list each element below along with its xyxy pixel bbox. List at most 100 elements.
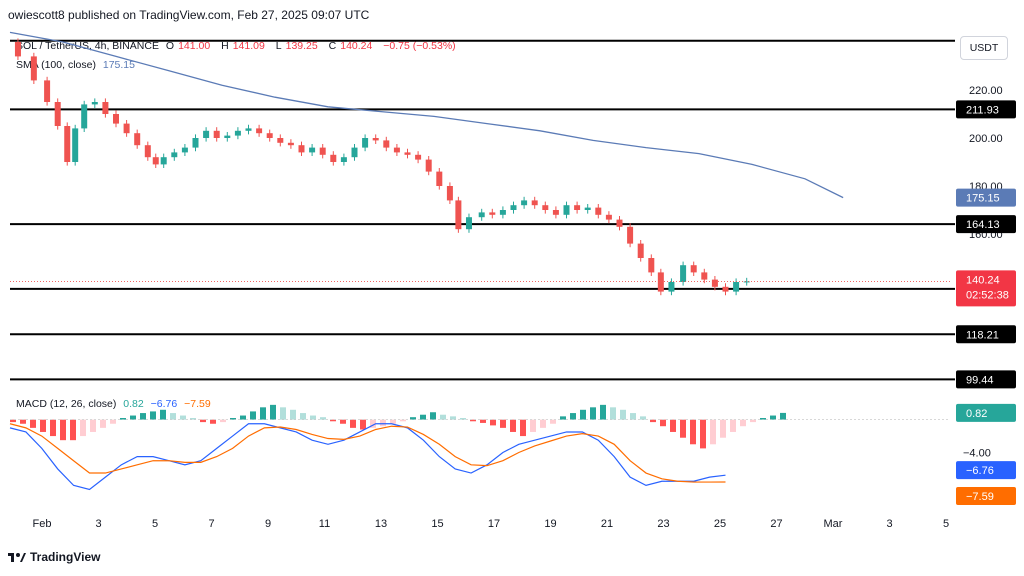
candle-body-37 [393,147,400,153]
macd-hist-bar-9 [100,419,106,428]
candle-body-31 [330,154,337,162]
publish-info: owiescott8 published on TradingView.com,… [8,8,370,22]
macd-hist-bar-63 [640,416,646,420]
sma-price-label: 175.15 [966,193,1000,205]
macd-hist-bar-77 [780,412,786,420]
macd-hist-label: 0.82 [966,408,987,420]
candle-body-49 [521,200,528,206]
candle-body-47 [499,210,506,215]
macd-hist-bar-17 [180,415,186,420]
c-label: C [328,40,337,52]
macd-line-legend: −6.76 [150,398,178,410]
o-label: O [165,40,175,52]
l-label: L [275,40,282,52]
macd-value-label-bg [956,461,1016,480]
macd-hist-bar-13 [140,413,146,420]
low-value: 139.25 [285,40,318,52]
candle-body-24 [256,128,263,134]
macd-hist-bar-45 [460,418,466,420]
macd-hist-bar-74 [750,419,756,423]
candle-body-1 [14,42,21,57]
candle-body-59 [627,226,634,244]
candle-body-13 [144,145,151,158]
macd-hist-bar-6 [70,419,76,441]
candle-body-35 [372,138,379,141]
candle-body-6 [72,128,79,162]
candle-body-50 [531,200,538,206]
macd-hist-bar-59 [600,404,606,420]
x-tick-label-4: 9 [265,518,271,530]
signal-value-label-bg [956,486,1016,505]
macd-hist-bar-61 [620,409,626,420]
macd-hist-bar-53 [540,419,546,428]
candle-body-38 [404,152,411,155]
macd-legend[interactable]: MACD (12, 26, close) 0.82 −6.76 −7.59 [16,398,211,410]
macd-hist-bar-23 [240,415,246,420]
tradingview-logo[interactable]: TradingView [8,550,100,564]
candle-body-14 [152,157,159,165]
macd-hist-bar-44 [450,416,456,420]
macd-hist-bar-7 [80,419,86,437]
candle-body-2 [30,56,37,81]
candle-body-68 [722,286,729,292]
macd-hist-bar-25 [260,407,266,420]
signal-line-legend: −7.59 [184,398,211,410]
macd-hist-bar-49 [500,419,506,428]
current-price-bg [956,270,1016,307]
candle-body-26 [277,138,284,143]
x-tick-label-0: Feb [33,518,52,530]
macd-hist-bar-32 [330,419,336,422]
x-tick-label-16: 5 [943,518,949,530]
macd-y-tick-0: −4.00 [963,448,991,460]
candle-body-17 [181,147,188,153]
macd-hist-bar-76 [770,415,776,420]
macd-hist-bar-27 [280,407,286,420]
macd-hist-bar-26 [270,404,276,420]
countdown-label: 02:52:38 [966,289,1009,301]
candle-body-11 [123,123,130,134]
macd-hist-bar-12 [130,415,136,420]
macd-hist-bar-70 [710,419,716,445]
sma-price-label-bg [956,188,1016,207]
x-tick-label-7: 15 [431,518,443,530]
currency-button[interactable]: USDT [960,36,1008,60]
open-value: 141.00 [178,40,211,52]
candle-body-39 [415,154,422,160]
macd-hist-bar-54 [550,419,556,424]
macd-hist-bar-0 [10,419,16,423]
macd-hist-bar-1 [20,419,26,424]
candle-body-36 [383,140,390,148]
x-tick-label-15: 3 [886,518,892,530]
candle-body-67 [711,279,718,287]
macd-hist-bar-56 [570,413,576,420]
macd-hist-bar-19 [200,419,206,423]
candle-body-25 [266,133,273,138]
macd-hist-bar-10 [110,419,116,424]
level-label-0: 211.93 [966,104,999,116]
candle-body-16 [171,152,178,158]
high-value: 141.09 [232,40,265,52]
x-tick-label-11: 23 [657,518,669,530]
candle-body-61 [648,258,655,273]
macd-hist-bar-36 [370,419,376,428]
macd-hist-label-bg [956,403,1016,422]
macd-hist-bar-43 [440,414,446,420]
level-label-4-bg [956,370,1016,389]
macd-label: MACD (12, 26, close) [16,398,117,410]
candle-body-70 [743,281,750,283]
candle-body-30 [319,147,326,155]
macd-hist-bar-52 [530,419,536,432]
x-tick-label-14: Mar [824,518,843,530]
candle-body-48 [510,205,517,210]
candle-body-57 [605,214,612,220]
macd-hist-bar-57 [580,409,586,420]
macd-hist-bar-37 [380,419,386,427]
candle-body-64 [680,265,687,282]
candle-body-40 [425,159,432,172]
macd-hist-legend: 0.82 [123,398,144,410]
current-price-label: 140.24 [966,274,1000,286]
signal-value-label: −7.59 [966,491,994,503]
sma-value: 175.15 [102,59,135,71]
candle-body-43 [455,200,462,230]
